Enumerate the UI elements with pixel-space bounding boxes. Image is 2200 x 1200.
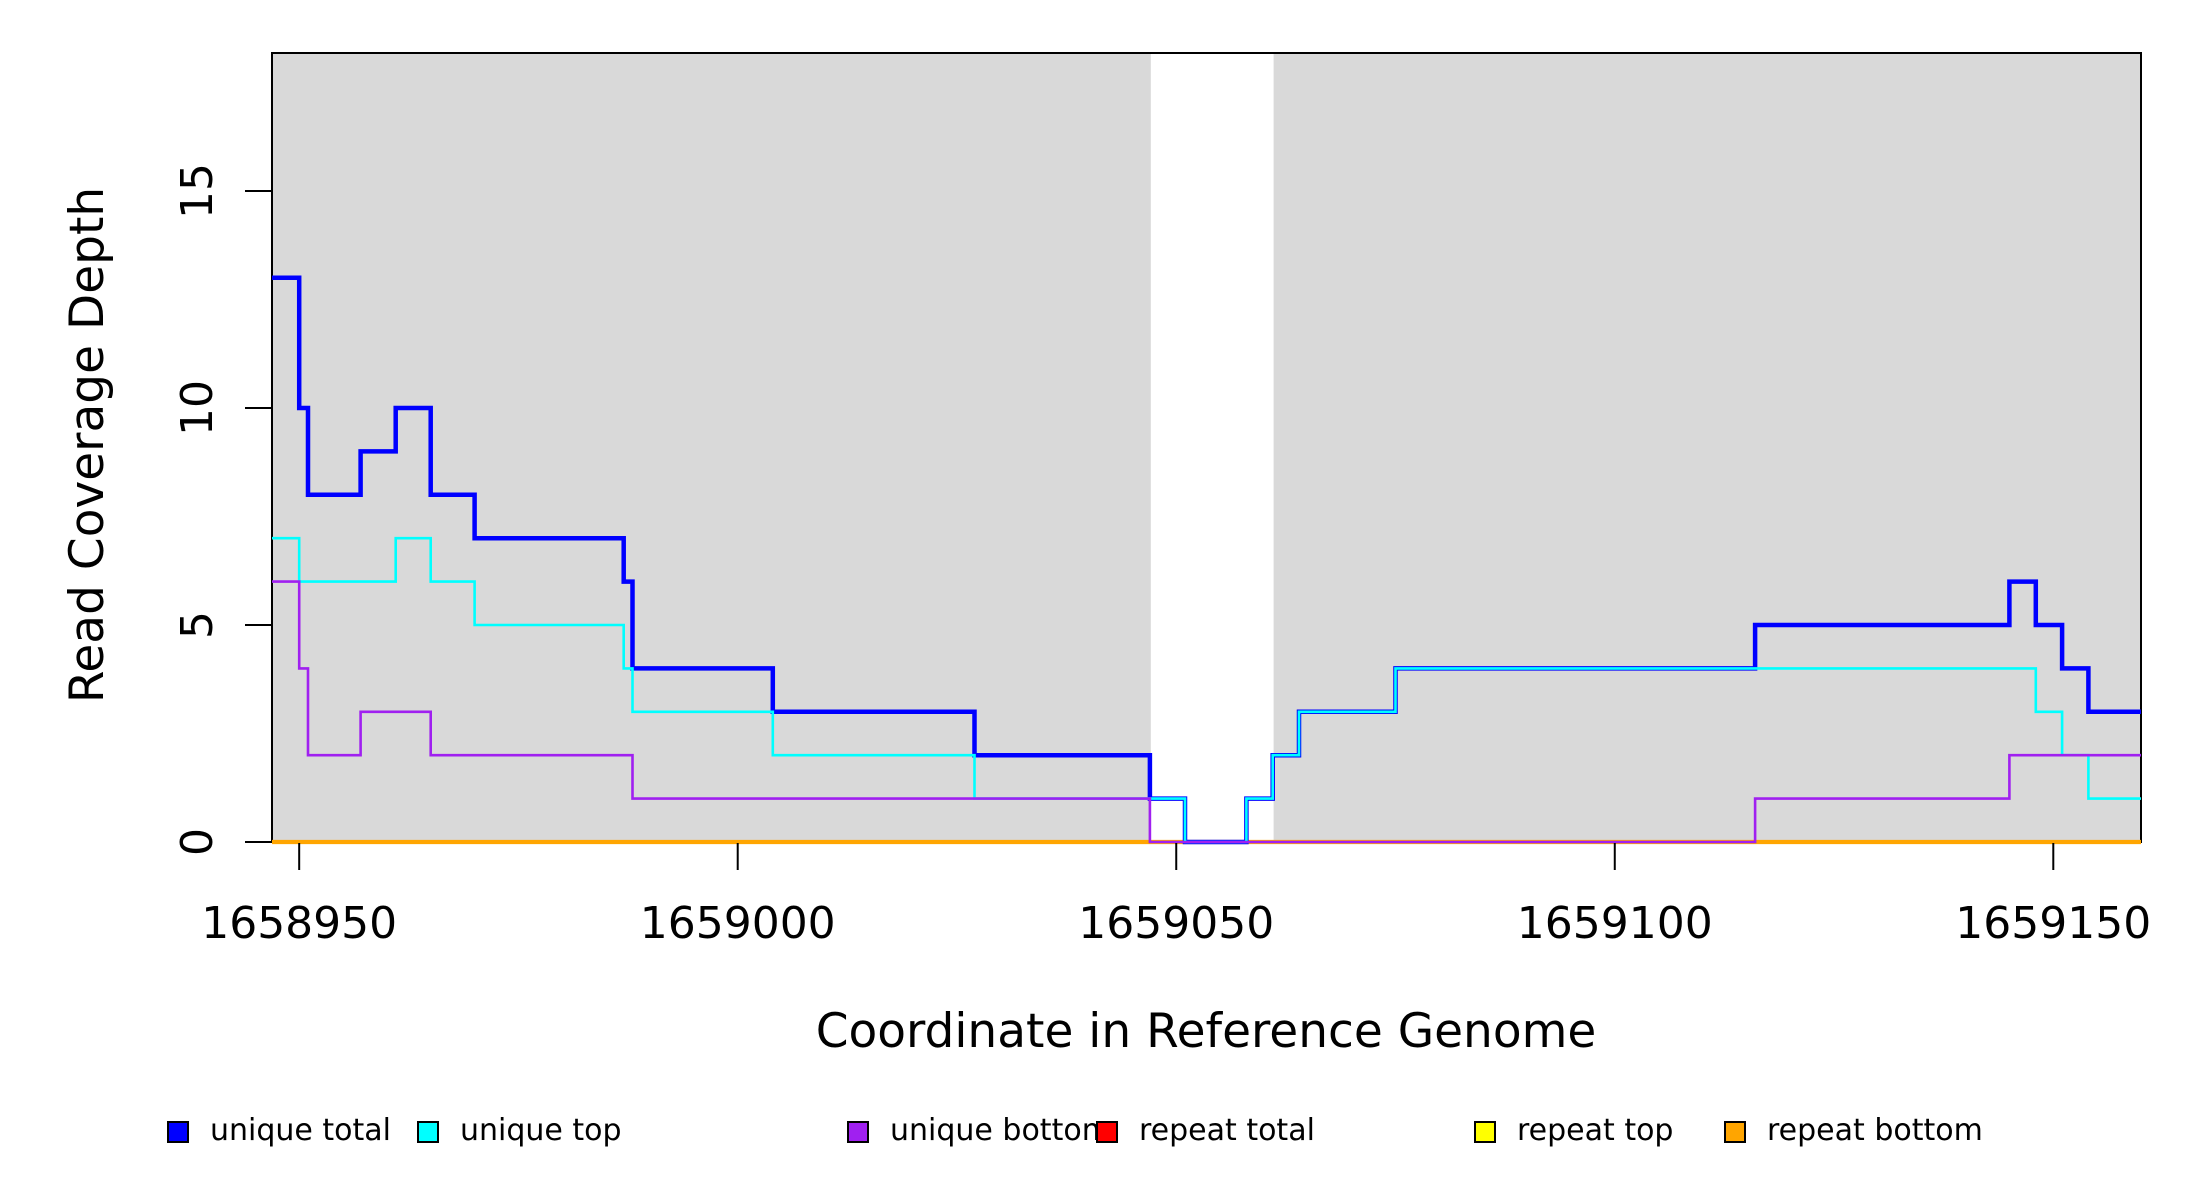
y-tick-label: 10 (172, 380, 223, 436)
legend-item: unique bottom (847, 1113, 1111, 1148)
legend-item: repeat bottom (1724, 1113, 1983, 1148)
x-tick-label: 1658950 (201, 898, 397, 949)
y-axis-title: Read Coverage Depth (60, 187, 115, 703)
y-tick-label: 15 (172, 163, 223, 219)
legend-swatch (1096, 1121, 1118, 1143)
x-tick-label: 1659000 (640, 898, 836, 949)
series-line-unique-total (272, 275, 2141, 845)
x-tick-label: 1659100 (1517, 898, 1713, 949)
shaded-regions-layer (272, 53, 2141, 842)
legend-item-label: unique top (460, 1113, 622, 1148)
legend: unique total unique top unique bottom repea… (167, 1113, 1983, 1148)
legend-item-label: repeat top (1517, 1113, 1673, 1148)
x-axis-title: Coordinate in Reference Genome (816, 1004, 1597, 1059)
legend-swatch (847, 1121, 869, 1143)
legend-item: unique top (417, 1113, 622, 1148)
legend-item-label: repeat total (1139, 1113, 1315, 1148)
x-tick-label: 1659050 (1078, 898, 1274, 949)
legend-swatch (417, 1121, 439, 1143)
legend-item: repeat top (1474, 1113, 1673, 1148)
legend-swatch (1724, 1121, 1746, 1143)
legend-item-label: repeat bottom (1767, 1113, 1983, 1148)
series-lines-layer (272, 275, 2141, 845)
legend-item-label: unique total (210, 1113, 391, 1148)
legend-item-label: unique bottom (890, 1113, 1111, 1148)
y-tick-label: 5 (172, 611, 223, 639)
series-line-unique-bottom (272, 580, 2141, 844)
legend-item: unique total (167, 1113, 391, 1148)
legend-item: repeat total (1096, 1113, 1315, 1148)
y-tick-label: 0 (172, 828, 223, 856)
x-tick-label: 1659150 (1955, 898, 2151, 949)
legend-swatch (1474, 1121, 1496, 1143)
legend-swatch (167, 1121, 189, 1143)
shaded-region (1273, 53, 2141, 842)
axis-ticks-layer: 1658950 1659000 1659050 1659100 1659150 0 5 10 1… (172, 163, 2151, 949)
shaded-region (272, 53, 1151, 842)
